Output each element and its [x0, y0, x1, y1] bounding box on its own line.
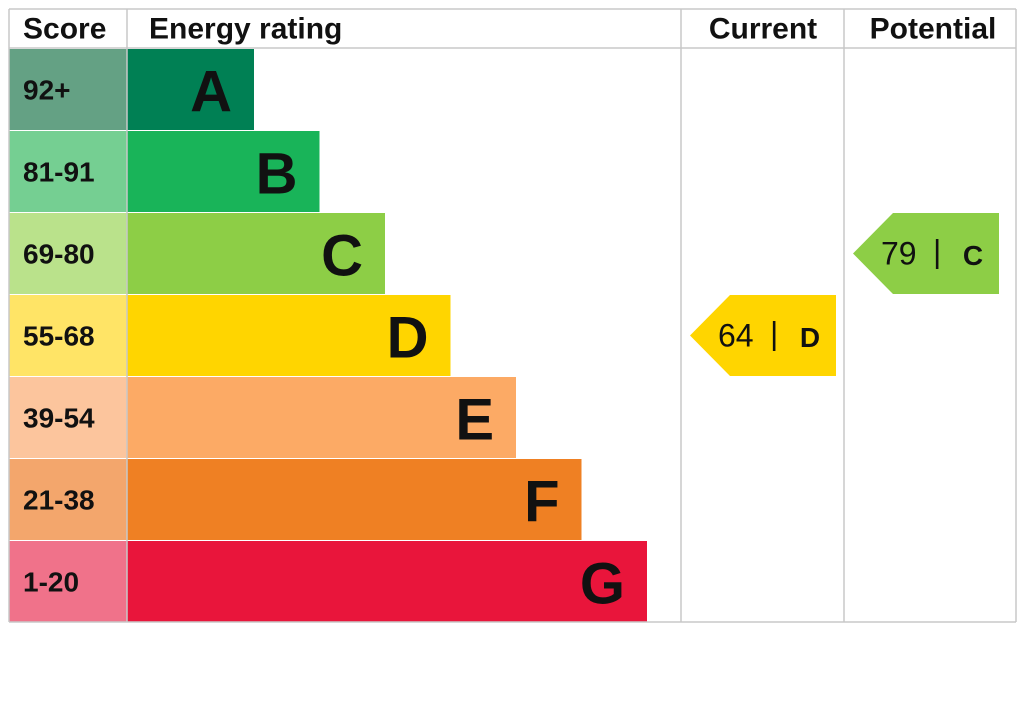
rating-letter: C	[321, 224, 363, 289]
score-label: 21-38	[23, 485, 95, 516]
score-label: 39-54	[23, 403, 95, 434]
score-cell	[9, 131, 127, 212]
rating-letter: A	[190, 60, 232, 125]
rating-bar	[127, 541, 647, 622]
current-score: 64	[718, 318, 754, 354]
rating-letter: B	[256, 142, 298, 207]
rating-letter: F	[524, 470, 559, 535]
rating-bar	[127, 295, 451, 376]
rating-bar	[127, 377, 516, 458]
header-potential: Potential	[870, 13, 997, 46]
rating-letter: E	[455, 388, 494, 453]
potential-score: 79	[881, 236, 917, 272]
rating-letter: D	[387, 306, 429, 371]
current-separator: |	[770, 316, 778, 352]
rating-bar	[127, 49, 254, 130]
rating-bar	[127, 131, 320, 212]
rating-bar	[127, 459, 582, 540]
score-cell	[9, 459, 127, 540]
current-rating: D	[800, 322, 820, 353]
potential-arrow	[853, 213, 999, 294]
potential-separator: |	[933, 234, 941, 270]
rating-letter: G	[580, 552, 625, 617]
header-rating: Energy rating	[149, 13, 342, 46]
score-cell	[9, 377, 127, 458]
score-label: 69-80	[23, 239, 95, 270]
current-arrow	[690, 295, 836, 376]
score-label: 55-68	[23, 321, 95, 352]
score-label: 1-20	[23, 567, 79, 598]
header-score: Score	[23, 13, 106, 46]
score-cell	[9, 213, 127, 294]
header-current: Current	[709, 13, 817, 46]
score-cell	[9, 541, 127, 622]
rating-bar	[127, 213, 385, 294]
score-cell	[9, 49, 127, 130]
score-label: 92+	[23, 75, 71, 106]
score-cell	[9, 295, 127, 376]
potential-rating: C	[963, 240, 983, 271]
score-label: 81-91	[23, 157, 95, 188]
